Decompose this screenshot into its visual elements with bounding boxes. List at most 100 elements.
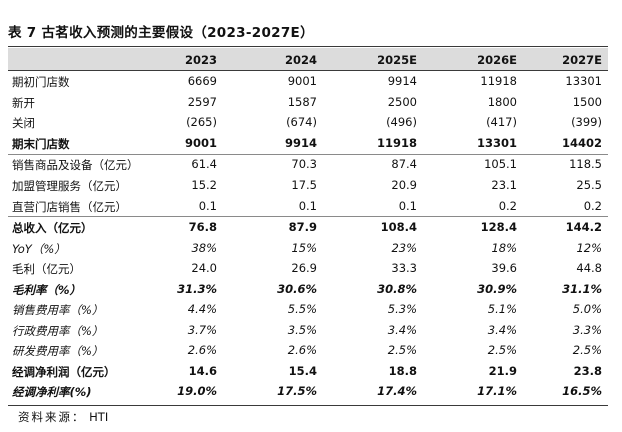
- row-label: 经调净利率(%): [12, 385, 92, 399]
- table-cell: 33.3: [391, 261, 417, 275]
- bottom-rule: [8, 405, 608, 406]
- table-cell: 23%: [391, 241, 417, 255]
- table-cell: 2597: [187, 95, 217, 109]
- row-label: YoY（%）: [12, 242, 66, 256]
- row-separator: [8, 216, 608, 217]
- table-cell: 15.2: [191, 178, 217, 192]
- table-cell: (265): [186, 115, 217, 129]
- table-cell: 21.9: [488, 364, 517, 378]
- table-title: 表 7 古茗收入预测的主要假设（2023-2027E）: [8, 25, 314, 41]
- table-cell: 1800: [487, 95, 517, 109]
- table-cell: 2.6%: [187, 343, 217, 357]
- column-header: 2027E: [562, 53, 602, 67]
- table-cell: 128.4: [480, 220, 517, 234]
- table-cell: 2.5%: [572, 343, 602, 357]
- table-cell: (496): [386, 115, 417, 129]
- table-cell: 3.7%: [187, 323, 217, 337]
- row-label: 毛利率（%）: [12, 283, 82, 297]
- table-cell: 6669: [187, 74, 217, 88]
- table-cell: 1587: [287, 95, 317, 109]
- table-cell: 26.9: [291, 261, 317, 275]
- table-cell: 17.4%: [377, 384, 417, 398]
- row-label: 销售费用率（%）: [12, 303, 104, 317]
- table-cell: 15%: [291, 241, 317, 255]
- row-label: 毛利（亿元）: [12, 262, 81, 276]
- table-cell: 3.4%: [387, 323, 417, 337]
- table-cell: 76.8: [188, 220, 217, 234]
- row-label: 新开: [12, 96, 35, 110]
- top-rule: [8, 46, 608, 47]
- table-cell: 108.4: [380, 220, 417, 234]
- table-cell: 16.5%: [562, 384, 602, 398]
- table-cell: 38%: [191, 241, 217, 255]
- row-label: 加盟管理服务（亿元）: [12, 179, 127, 193]
- table-cell: 2.5%: [387, 343, 417, 357]
- table-cell: (417): [486, 115, 517, 129]
- table-cell: 0.1: [198, 199, 217, 213]
- source-label: 资料来源：: [18, 410, 86, 424]
- table-cell: 23.8: [573, 364, 602, 378]
- table-cell: 118.5: [569, 157, 602, 171]
- table-cell: 18%: [491, 241, 517, 255]
- header-rule: [8, 70, 608, 71]
- table-cell: 70.3: [291, 157, 317, 171]
- table-cell: 5.5%: [287, 302, 317, 316]
- table-cell: 12%: [576, 241, 602, 255]
- row-label: 销售商品及设备（亿元）: [12, 158, 139, 172]
- table-cell: (399): [571, 115, 602, 129]
- table-cell: 5.3%: [387, 302, 417, 316]
- table-cell: 31.1%: [562, 282, 602, 296]
- table-cell: 9001: [184, 136, 217, 150]
- table-cell: 5.1%: [487, 302, 517, 316]
- table-cell: 14402: [561, 136, 602, 150]
- table-cell: 9914: [387, 74, 417, 88]
- column-header: 2026E: [477, 53, 517, 67]
- table-cell: 0.2: [583, 199, 602, 213]
- table-cell: 3.4%: [487, 323, 517, 337]
- row-label: 研发费用率（%）: [12, 344, 104, 358]
- table-cell: 18.8: [388, 364, 417, 378]
- table-cell: 30.8%: [377, 282, 417, 296]
- table-cell: 3.3%: [572, 323, 602, 337]
- row-label: 期末门店数: [12, 137, 70, 151]
- table-cell: 25.5: [576, 178, 602, 192]
- table-cell: 11918: [480, 74, 517, 88]
- table-cell: 5.0%: [572, 302, 602, 316]
- table-cell: 0.1: [298, 199, 317, 213]
- table-cell: 0.2: [498, 199, 517, 213]
- table-cell: 9914: [284, 136, 317, 150]
- table-cell: 0.1: [398, 199, 417, 213]
- column-header: 2025E: [377, 53, 417, 67]
- table-cell: 105.1: [484, 157, 517, 171]
- table-cell: (674): [286, 115, 317, 129]
- table-cell: 13301: [565, 74, 602, 88]
- table-cell: 11918: [376, 136, 417, 150]
- header-band: [8, 48, 608, 70]
- table-cell: 3.5%: [287, 323, 317, 337]
- row-label: 经调净利润（亿元）: [12, 365, 116, 379]
- table-cell: 17.1%: [477, 384, 517, 398]
- table-cell: 9001: [287, 74, 317, 88]
- row-separator: [8, 154, 608, 155]
- source-note: 资料来源： HTI: [18, 409, 108, 425]
- table-cell: 144.2: [565, 220, 602, 234]
- table-cell: 31.3%: [177, 282, 217, 296]
- table-cell: 2.6%: [287, 343, 317, 357]
- column-header: 2023: [184, 53, 217, 67]
- row-label: 行政费用率（%）: [12, 324, 104, 338]
- table-cell: 15.4: [288, 364, 317, 378]
- row-label: 期初门店数: [12, 75, 70, 89]
- source-value: HTI: [89, 410, 109, 424]
- table-cell: 44.8: [576, 261, 602, 275]
- table-cell: 20.9: [391, 178, 417, 192]
- row-label: 总收入（亿元）: [12, 221, 93, 235]
- table-cell: 19.0%: [177, 384, 217, 398]
- table-cell: 30.6%: [277, 282, 317, 296]
- table-cell: 4.4%: [187, 302, 217, 316]
- column-header: 2024: [284, 53, 317, 67]
- table-cell: 87.9: [288, 220, 317, 234]
- table-cell: 1500: [572, 95, 602, 109]
- table-cell: 87.4: [391, 157, 417, 171]
- table-cell: 14.6: [188, 364, 217, 378]
- table-cell: 13301: [476, 136, 517, 150]
